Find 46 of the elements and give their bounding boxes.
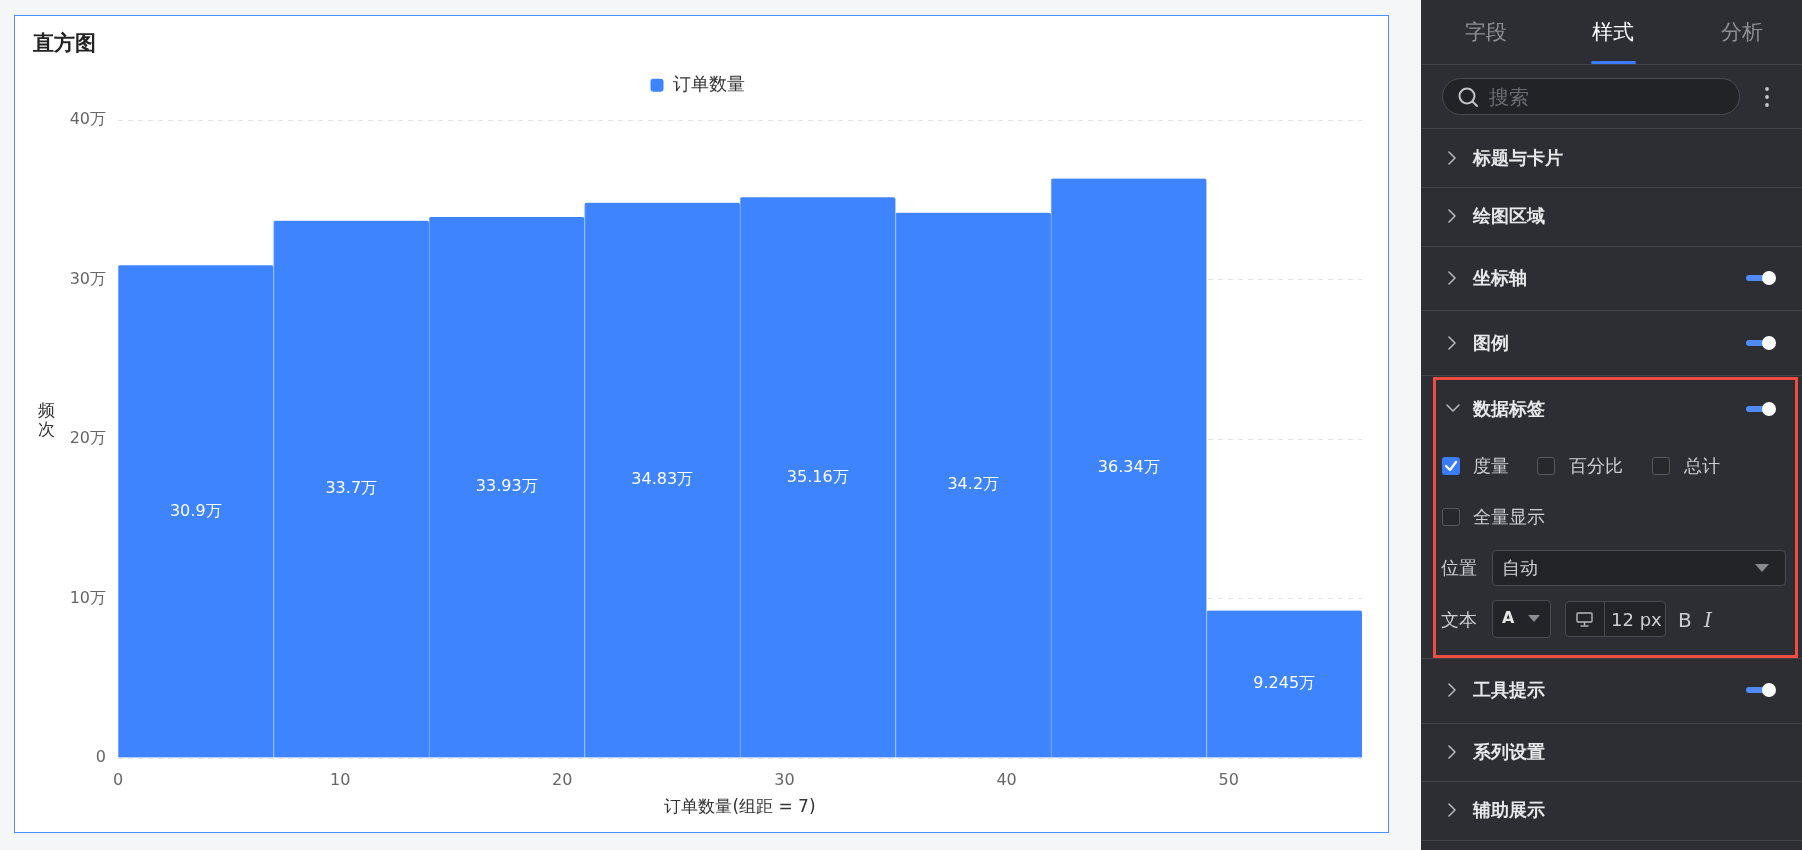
data-label: 34.83万 [631, 469, 694, 489]
text: I [1704, 608, 1712, 632]
text: 度量 [1473, 455, 1509, 477]
text: 工具提示 [1473, 679, 1545, 701]
chart-title: 直方图 [32, 31, 96, 56]
y-tick-label: 40万 [69, 109, 106, 129]
data-label: 30.9万 [169, 500, 222, 520]
text: 总计 [1684, 455, 1720, 477]
x-tick-label: 10 [329, 769, 351, 789]
data-label: 33.7万 [325, 478, 378, 498]
x-tick-label: 20 [552, 769, 573, 789]
text: 辅助展示 [1473, 799, 1545, 821]
text: 数据标签 [1473, 398, 1545, 420]
y-tick-label: 30万 [69, 268, 106, 288]
text: 样式 [1592, 20, 1634, 46]
text: 系列设置 [1473, 741, 1545, 763]
x-axis-title: 订单数量(组距 = 7) [664, 796, 816, 817]
text: 自动 [1502, 557, 1538, 579]
text: A [1502, 608, 1515, 628]
text: 全量显示 [1473, 506, 1545, 528]
text: 标题与卡片 [1473, 147, 1563, 169]
data-label: 9.245万 [1253, 673, 1316, 693]
text: 字段 [1465, 20, 1507, 46]
x-tick-label: 40 [996, 769, 1017, 789]
data-label: 36.34万 [1097, 457, 1160, 477]
x-tick-label: 30 [774, 769, 795, 789]
text: 绘图区域 [1473, 205, 1545, 227]
text: 图例 [1473, 332, 1509, 354]
text: 坐标轴 [1473, 267, 1527, 289]
text: 搜索 [1489, 85, 1529, 109]
y-tick-label: 20万 [69, 428, 106, 448]
text: B [1678, 608, 1692, 632]
data-label: 33.93万 [475, 476, 538, 496]
x-tick-label: 50 [1218, 769, 1239, 789]
text: 分析 [1721, 20, 1763, 46]
legend-label: 订单数量 [672, 72, 745, 94]
text: 位置 [1441, 557, 1477, 579]
y-tick-label: 10万 [69, 587, 106, 607]
data-label: 35.16万 [786, 466, 849, 486]
text: 文本 [1441, 609, 1477, 631]
text: 12 px [1611, 609, 1662, 631]
y-axis-title: 频次 [37, 400, 55, 440]
y-tick-label: 0 [95, 747, 106, 767]
text: 百分比 [1569, 455, 1623, 477]
x-tick-label: 0 [112, 769, 124, 789]
data-label: 34.2万 [947, 474, 1000, 494]
